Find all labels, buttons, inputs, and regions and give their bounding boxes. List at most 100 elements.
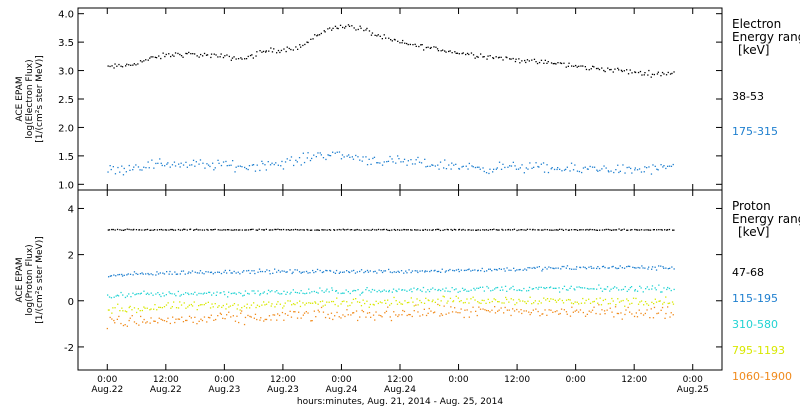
- data-point: [274, 306, 276, 308]
- data-point: [507, 228, 510, 231]
- data-point: [661, 291, 663, 293]
- data-point: [171, 164, 174, 166]
- data-point: [261, 51, 263, 53]
- data-point: [309, 229, 311, 231]
- data-point: [202, 293, 204, 295]
- data-point: [340, 292, 342, 295]
- data-point: [611, 266, 613, 268]
- data-point: [174, 165, 177, 167]
- data-point: [339, 271, 341, 273]
- data-point: [276, 319, 278, 321]
- data-point: [118, 273, 121, 276]
- data-point: [111, 312, 113, 314]
- data-point: [204, 167, 206, 169]
- xtick-label-time: 0:00: [683, 375, 703, 385]
- data-point: [302, 292, 304, 294]
- data-point: [655, 301, 658, 303]
- data-point: [241, 307, 243, 309]
- data-point: [544, 59, 546, 61]
- data-point: [164, 229, 166, 231]
- data-point: [550, 62, 553, 64]
- data-point: [213, 292, 215, 294]
- data-point: [113, 296, 115, 298]
- data-point: [374, 319, 376, 321]
- data-point: [457, 268, 460, 271]
- data-point: [590, 311, 592, 313]
- data-point: [186, 166, 188, 168]
- data-point: [307, 312, 309, 314]
- data-point: [504, 285, 507, 287]
- data-point: [233, 303, 236, 305]
- data-point: [569, 287, 571, 289]
- data-point: [411, 270, 414, 272]
- xtick-label-time: 12:00: [621, 375, 647, 385]
- data-point: [620, 289, 623, 291]
- data-point: [169, 292, 171, 295]
- data-point: [155, 162, 157, 165]
- data-point: [637, 71, 640, 74]
- data-point: [463, 289, 465, 291]
- data-point: [380, 270, 382, 272]
- data-point: [451, 229, 454, 231]
- data-point: [607, 228, 609, 231]
- data-point: [600, 304, 603, 306]
- data-point: [673, 71, 675, 73]
- data-point: [637, 303, 640, 305]
- data-point: [129, 305, 131, 308]
- data-point: [171, 293, 173, 295]
- data-point: [569, 170, 571, 172]
- data-point: [283, 305, 285, 307]
- data-point: [395, 162, 397, 164]
- data-point: [546, 314, 548, 316]
- data-point: [450, 168, 452, 170]
- data-point: [126, 311, 128, 313]
- data-point: [550, 229, 552, 231]
- data-point: [336, 229, 338, 231]
- data-point: [485, 172, 488, 174]
- data-point: [147, 59, 149, 61]
- data-point: [130, 229, 132, 231]
- data-point: [339, 24, 342, 26]
- data-point: [369, 270, 371, 272]
- data-point: [346, 309, 348, 311]
- data-point: [177, 307, 180, 309]
- data-point: [338, 272, 340, 274]
- data-point: [599, 297, 601, 299]
- data-point: [157, 292, 159, 294]
- data-point: [540, 286, 542, 288]
- data-point: [566, 166, 568, 168]
- data-point: [205, 292, 208, 294]
- data-point: [237, 271, 239, 273]
- data-point: [343, 271, 345, 273]
- data-point: [378, 314, 380, 316]
- data-point: [315, 302, 317, 304]
- data-point: [329, 229, 332, 231]
- data-point: [634, 289, 636, 291]
- data-point: [416, 298, 418, 300]
- data-point: [117, 166, 119, 169]
- data-point: [109, 65, 111, 68]
- data-point: [296, 292, 298, 294]
- data-point: [487, 287, 490, 289]
- data-point: [167, 162, 169, 164]
- data-point: [121, 307, 123, 309]
- data-point: [126, 295, 128, 297]
- data-point: [380, 229, 382, 231]
- data-point: [337, 27, 339, 30]
- data-point: [634, 71, 637, 74]
- data-point: [548, 266, 550, 268]
- data-point: [145, 229, 147, 231]
- data-point: [514, 270, 516, 272]
- data-point: [617, 312, 620, 315]
- data-point: [537, 229, 539, 231]
- data-point: [413, 305, 415, 307]
- data-point: [268, 229, 271, 231]
- data-point: [319, 301, 322, 303]
- data-point: [579, 266, 581, 268]
- data-point: [313, 290, 315, 293]
- data-point: [272, 314, 274, 316]
- data-point: [137, 293, 139, 295]
- data-point: [390, 302, 393, 305]
- data-point: [672, 314, 674, 316]
- data-point: [185, 52, 187, 55]
